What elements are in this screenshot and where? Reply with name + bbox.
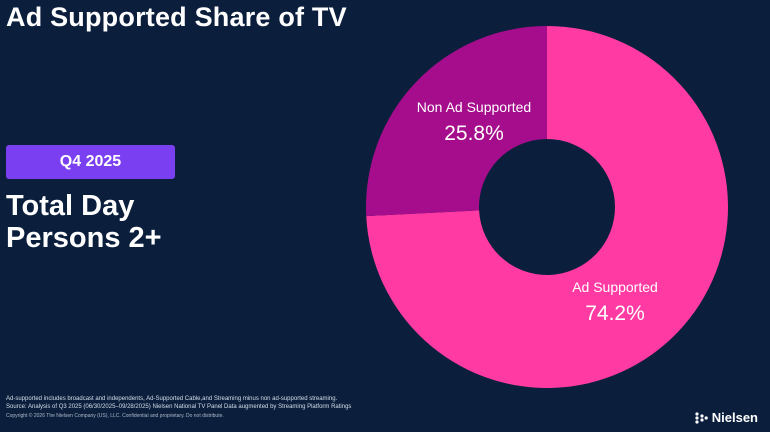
period-badge: Q4 2025 (6, 145, 175, 179)
footnote-copyright: Copyright © 2026 The Nielsen Company (US… (6, 413, 224, 419)
chart-title: Ad Supported Share of TV (6, 2, 347, 32)
slice-label: Non Ad Supported (417, 99, 531, 115)
slice-non-ad-supported (366, 26, 547, 217)
footnote-definition: Ad-supported includes broadcast and inde… (6, 396, 338, 402)
footnote-source: Source: Analysis of Q3 2025 (06/30/2025–… (6, 404, 352, 410)
donut-slices (366, 26, 729, 388)
slice-value-label: 74.2% (585, 302, 645, 325)
slice-ad-supported (366, 26, 729, 388)
nielsen-logo-icon (695, 411, 708, 424)
period-badge-label: Q4 2025 (59, 153, 122, 170)
brand-name: Nielsen (711, 410, 758, 425)
brand-logo: Nielsen (694, 410, 758, 425)
audience-subtitle: Total Day Persons 2+ (6, 190, 162, 254)
donut-labels: Ad Supported 74.2% Non Ad Supported 25.8% (417, 99, 658, 325)
slice-label: Ad Supported (572, 279, 658, 295)
subtitle-line-1: Total Day (6, 190, 135, 222)
subtitle-line-2: Persons 2+ (6, 222, 162, 254)
footnotes: Ad-supported includes broadcast and inde… (6, 395, 566, 420)
slice-value-label: 25.8% (444, 122, 504, 145)
